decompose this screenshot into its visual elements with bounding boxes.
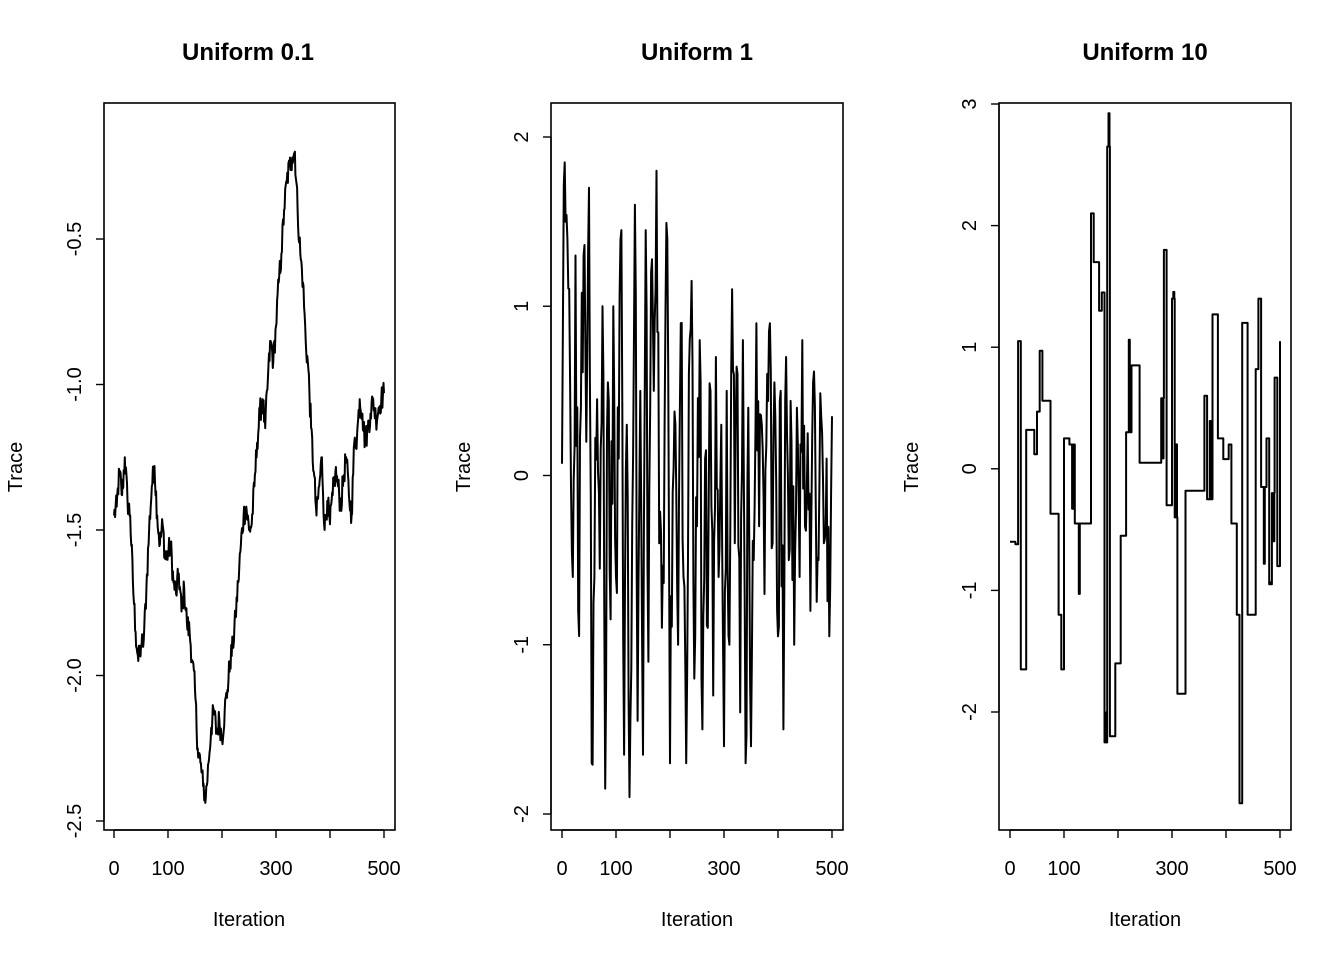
x-tick-label: 100	[599, 858, 632, 880]
y-tick-label: -2.5	[64, 804, 86, 838]
x-axis-label: Iteration	[1109, 909, 1181, 931]
x-tick-label: 500	[1263, 858, 1296, 880]
y-tick-label: -1.5	[64, 513, 86, 547]
x-tick-label: 0	[1004, 858, 1015, 880]
x-axis: 0 100 300 500	[556, 829, 849, 880]
y-tick-label: 2	[511, 131, 533, 142]
y-tick-label: -1.0	[64, 367, 86, 401]
y-tick-label: -1	[511, 636, 533, 654]
x-tick-label: 100	[151, 858, 184, 880]
trace-line	[113, 150, 385, 804]
x-tick-label: 500	[367, 858, 400, 880]
y-tick-label: -0.5	[64, 222, 86, 256]
x-tick-label: 300	[259, 858, 292, 880]
x-axis-label: Iteration	[661, 909, 733, 931]
y-axis: -2 -1 0 1 2 3	[959, 98, 1000, 721]
y-tick-label: -2	[959, 703, 981, 721]
y-tick-label: 1	[959, 342, 981, 353]
plot-frame	[103, 102, 396, 831]
trace-line	[561, 161, 833, 799]
panel-uniform-1: Uniform 1 Iteration Trace 0 100 300 500 -2-…	[453, 39, 849, 931]
panel-uniform-10: Uniform 10 Iteration Trace 0 100 300 500 -2…	[901, 39, 1297, 931]
y-tick-label: 0	[511, 470, 533, 481]
x-tick-label: 0	[556, 858, 567, 880]
x-tick-label: 500	[815, 858, 848, 880]
x-tick-label: 0	[108, 858, 119, 880]
y-axis-label: Trace	[453, 442, 475, 492]
y-axis: -2.5 -2.0 -1.5 -1.0 -0.5	[64, 222, 105, 838]
y-tick-label: 1	[511, 301, 533, 312]
panel-uniform-0-1: Uniform 0.1 Iteration Trace 0 100 300 500 -…	[5, 39, 401, 931]
y-tick-label: 3	[959, 98, 981, 109]
chart-title: Uniform 10	[1082, 39, 1207, 66]
x-tick-label: 100	[1047, 858, 1080, 880]
y-axis: -2 -1 0 1 2	[511, 131, 552, 823]
trace-line	[1010, 112, 1281, 805]
chart-title: Uniform 1	[641, 39, 753, 66]
x-axis: 0 100 300 500	[108, 829, 401, 880]
y-tick-label: -2	[511, 805, 533, 823]
x-axis-label: Iteration	[213, 909, 285, 931]
x-tick-label: 300	[1155, 858, 1188, 880]
x-tick-label: 300	[707, 858, 740, 880]
y-axis-label: Trace	[5, 442, 27, 492]
y-tick-label: -1	[959, 582, 981, 600]
y-axis-label: Trace	[901, 442, 923, 492]
y-tick-label: 2	[959, 220, 981, 231]
x-axis: 0 100 300 500	[1004, 829, 1297, 880]
chart-title: Uniform 0.1	[182, 39, 314, 66]
y-tick-label: -2.0	[64, 658, 86, 692]
y-tick-label: 0	[959, 463, 981, 474]
